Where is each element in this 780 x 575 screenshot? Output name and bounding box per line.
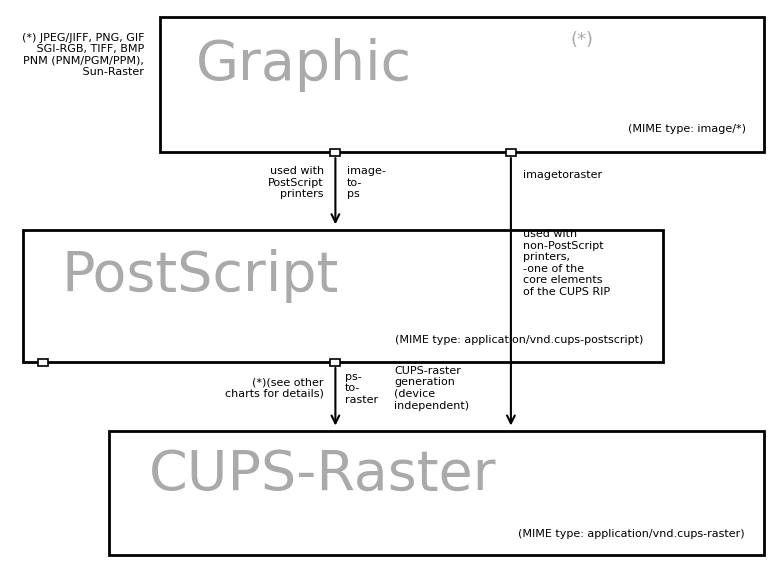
Bar xyxy=(160,17,764,152)
Text: PostScript: PostScript xyxy=(62,250,339,303)
Text: ps-
to-
raster: ps- to- raster xyxy=(345,371,378,405)
Bar xyxy=(331,148,340,156)
Text: (*): (*) xyxy=(571,31,594,49)
Bar xyxy=(109,431,764,555)
Text: image-
to-
ps: image- to- ps xyxy=(347,166,386,199)
Text: used with
PostScript
printers: used with PostScript printers xyxy=(268,166,324,199)
Text: (MIME type: application/vnd.cups-postscript): (MIME type: application/vnd.cups-postscr… xyxy=(395,335,644,345)
Text: CUPS-Raster: CUPS-Raster xyxy=(148,447,496,501)
Text: CUPS-raster
generation
(device
independent): CUPS-raster generation (device independe… xyxy=(394,366,469,411)
Text: (*) JPEG/JIFF, PNG, GIF
   SGI-RGB, TIFF, BMP
PNM (PNM/PGM/PPM),
       Sun-Rast: (*) JPEG/JIFF, PNG, GIF SGI-RGB, TIFF, B… xyxy=(22,33,144,78)
Text: (MIME type: application/vnd.cups-raster): (MIME type: application/vnd.cups-raster) xyxy=(518,529,745,539)
Bar xyxy=(331,359,340,366)
Text: imagetoraster: imagetoraster xyxy=(523,170,601,179)
Text: (MIME type: image/*): (MIME type: image/*) xyxy=(628,124,746,135)
Bar xyxy=(506,148,516,156)
Text: used with
non-PostScript
printers,
-one of the
core elements
of the CUPS RIP: used with non-PostScript printers, -one … xyxy=(523,229,610,297)
Bar xyxy=(23,230,663,362)
Text: Graphic: Graphic xyxy=(197,37,413,91)
Text: (*)(see other
charts for details): (*)(see other charts for details) xyxy=(225,377,324,399)
Bar xyxy=(37,359,48,366)
